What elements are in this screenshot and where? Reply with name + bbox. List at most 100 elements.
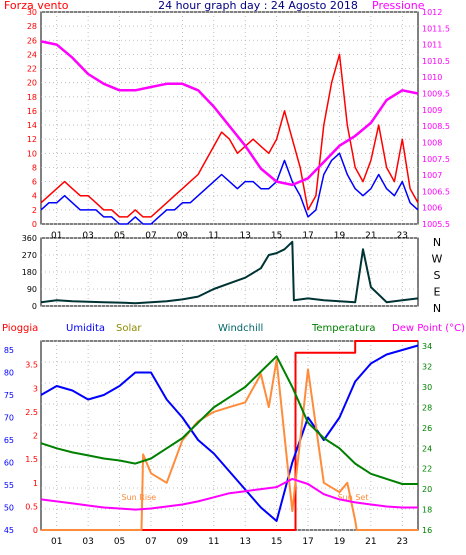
left-tick-label: 10 bbox=[27, 149, 37, 158]
x-tick-label: 11 bbox=[208, 537, 219, 547]
rain-tick-label: 0 bbox=[33, 526, 38, 535]
legend-entry: Dew Point (°C) bbox=[392, 323, 465, 334]
x-tick-label: 03 bbox=[82, 231, 93, 241]
left-axis-label: Forza vento bbox=[4, 0, 69, 12]
left-tick-label: 22 bbox=[27, 65, 37, 74]
temperature-tick-label: 24 bbox=[422, 444, 432, 453]
x-tick-label: 15 bbox=[271, 537, 282, 547]
temperature-tick-label: 20 bbox=[422, 485, 432, 494]
x-tick-label: 21 bbox=[365, 231, 376, 241]
x-tick-label: 23 bbox=[397, 231, 408, 241]
x-tick-label: 19 bbox=[334, 537, 346, 547]
x-tick-label: 15 bbox=[271, 231, 282, 241]
humidity-series-line bbox=[40, 344, 419, 522]
x-tick-label: 09 bbox=[177, 537, 189, 547]
right-tick-label: 1006 bbox=[422, 204, 442, 213]
left-tick-label: 6 bbox=[32, 178, 37, 187]
temperature-plot-frame bbox=[40, 340, 419, 531]
humidity-tick-label: 50 bbox=[4, 504, 14, 513]
rain-tick-label: 0.5 bbox=[25, 502, 38, 511]
humidity-tick-label: 75 bbox=[4, 391, 14, 400]
x-tick-label: 21 bbox=[365, 537, 376, 547]
wind-gust-series-line bbox=[40, 53, 419, 218]
left-tick-label: 18 bbox=[27, 93, 37, 102]
left-tick-label: 0 bbox=[32, 220, 37, 229]
x-tick-label: 05 bbox=[114, 537, 125, 547]
right-tick-label: 1010 bbox=[422, 73, 442, 82]
temperature-tick-label: 26 bbox=[422, 424, 432, 433]
rain-tick-label: 2 bbox=[33, 432, 38, 441]
temperature-tick-label: 18 bbox=[422, 506, 432, 515]
humidity-tick-label: 45 bbox=[4, 526, 14, 535]
temperature-tick-label: 34 bbox=[422, 342, 432, 351]
rain-tick-label: 2.5 bbox=[25, 408, 38, 417]
x-tick-label: 23 bbox=[397, 537, 408, 547]
x-tick-label: 09 bbox=[177, 231, 189, 241]
x-tick-label: 05 bbox=[114, 231, 125, 241]
direction-tick-label: 270 bbox=[22, 251, 37, 260]
rain-series-line bbox=[41, 340, 418, 531]
temperature-tick-label: 22 bbox=[422, 465, 432, 474]
left-tick-label: 28 bbox=[27, 22, 37, 31]
temperature-tick-label: 32 bbox=[422, 363, 432, 372]
legend-entry: Windchill bbox=[218, 323, 263, 334]
humidity-tick-label: 55 bbox=[4, 481, 14, 490]
left-tick-label: 30 bbox=[27, 8, 37, 17]
temperature-tick-label: 30 bbox=[422, 383, 432, 392]
x-tick-label: 19 bbox=[334, 231, 346, 241]
direction-tick-label: 180 bbox=[22, 268, 37, 277]
direction-tick-label: 360 bbox=[22, 234, 37, 243]
x-tick-label: 01 bbox=[51, 231, 62, 241]
x-tick-label: 11 bbox=[208, 231, 219, 241]
humidity-tick-label: 80 bbox=[4, 369, 14, 378]
legend-entry: Umidita bbox=[66, 323, 105, 334]
x-tick-label: 07 bbox=[145, 537, 156, 547]
wind-average-series-line bbox=[40, 152, 419, 225]
x-tick-label: 03 bbox=[82, 537, 93, 547]
humidity-tick-label: 65 bbox=[4, 436, 14, 445]
x-tick-label: 17 bbox=[302, 537, 313, 547]
direction-tick-label: 0 bbox=[32, 302, 37, 311]
right-tick-label: 1005.5 bbox=[422, 220, 450, 229]
left-tick-label: 8 bbox=[32, 163, 37, 172]
left-tick-label: 24 bbox=[27, 50, 37, 59]
left-tick-label: 4 bbox=[32, 192, 37, 201]
x-tick-label: 13 bbox=[239, 537, 250, 547]
left-tick-label: 2 bbox=[32, 206, 37, 215]
right-tick-label: 1008 bbox=[422, 138, 442, 147]
right-tick-label: 1007.5 bbox=[422, 155, 450, 164]
left-tick-label: 26 bbox=[27, 36, 37, 45]
right-tick-label: 1008.5 bbox=[422, 122, 450, 131]
right-tick-label: 1007 bbox=[422, 171, 442, 180]
x-tick-label: 17 bbox=[302, 231, 313, 241]
compass-label: E bbox=[434, 286, 441, 299]
right-tick-label: 1006.5 bbox=[422, 187, 450, 196]
direction-tick-label: 90 bbox=[27, 285, 37, 294]
compass-label: N bbox=[433, 236, 441, 249]
right-axis-label: Pressione bbox=[372, 0, 425, 12]
left-tick-label: 14 bbox=[27, 121, 37, 130]
temperature-tick-label: 28 bbox=[422, 403, 432, 412]
compass-label: W bbox=[432, 253, 443, 266]
legend-entry: Temperatura bbox=[311, 323, 376, 334]
chart-title: 24 hour graph day : 24 Agosto 2018 bbox=[158, 0, 358, 12]
rain-tick-label: 1 bbox=[33, 479, 38, 488]
x-tick-label: 07 bbox=[145, 231, 156, 241]
compass-label: N bbox=[433, 302, 441, 315]
sun-rise-annotation: Sun Rise bbox=[122, 493, 157, 502]
rain-tick-label: 3.5 bbox=[25, 361, 38, 370]
right-tick-label: 1009.5 bbox=[422, 90, 450, 99]
humidity-tick-label: 85 bbox=[4, 346, 14, 355]
right-tick-label: 1011.5 bbox=[422, 24, 450, 33]
right-tick-label: 1012 bbox=[422, 8, 442, 17]
temperature-tick-label: 16 bbox=[422, 526, 432, 535]
x-tick-label: 13 bbox=[239, 231, 250, 241]
right-tick-label: 1009 bbox=[422, 106, 442, 115]
wind-pressure-plot-frame bbox=[40, 11, 419, 225]
x-tick-label: 01 bbox=[51, 537, 62, 547]
rain-tick-label: 3 bbox=[33, 384, 38, 393]
sun-set-annotation: Sun Set bbox=[338, 493, 369, 502]
legend-entry: Pioggia bbox=[2, 323, 38, 334]
